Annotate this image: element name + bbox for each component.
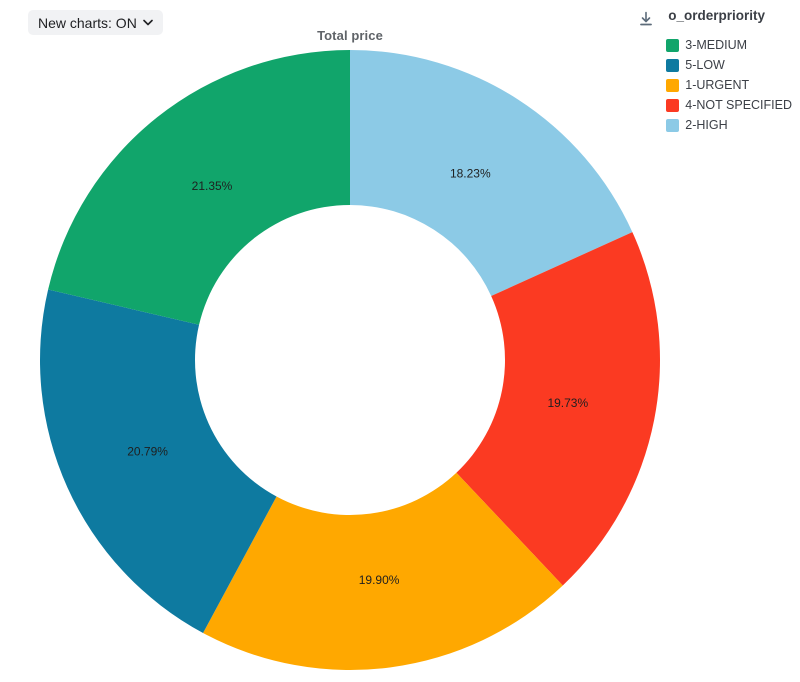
- legend-label: 3-MEDIUM: [685, 38, 748, 52]
- legend-item-4-not-specified[interactable]: 4-NOT SPECIFIED: [666, 98, 792, 112]
- legend-swatch: [666, 58, 680, 72]
- legend-swatch: [666, 98, 680, 112]
- pie-slice-3-medium[interactable]: [48, 49, 351, 325]
- legend-label: 5-LOW: [685, 58, 725, 72]
- chart-title: Total price: [317, 28, 383, 43]
- legend-item-5-low[interactable]: 5-LOW: [666, 58, 792, 72]
- legend-label: 4-NOT SPECIFIED: [685, 98, 792, 112]
- pie-slice-5-low[interactable]: [40, 289, 277, 633]
- legend: o_orderpriority 3-MEDIUM 5-LOW 1-URGENT 4-N…: [636, 8, 792, 132]
- legend-item-1-urgent[interactable]: 1-URGENT: [666, 78, 792, 92]
- legend-swatch: [666, 38, 680, 52]
- slice-percent-label: 20.79%: [127, 444, 168, 458]
- slice-percent-label: 18.23%: [450, 166, 491, 180]
- slice-percent-label: 19.90%: [359, 573, 400, 587]
- legend-items: 3-MEDIUM 5-LOW 1-URGENT 4-NOT SPECIFIED 2-HI…: [636, 38, 792, 132]
- legend-title: o_orderpriority: [668, 8, 766, 23]
- new-charts-toggle-label: New charts: ON: [38, 14, 137, 31]
- chevron-down-icon: [143, 19, 153, 26]
- slice-percent-label: 19.73%: [547, 396, 588, 410]
- new-charts-toggle[interactable]: New charts: ON: [28, 10, 163, 35]
- legend-item-2-high[interactable]: 2-HIGH: [666, 118, 792, 132]
- download-icon: [638, 11, 654, 30]
- legend-swatch: [666, 78, 680, 92]
- legend-label: 2-HIGH: [685, 118, 728, 132]
- legend-swatch: [666, 118, 680, 132]
- slice-percent-label: 21.35%: [192, 179, 233, 193]
- legend-item-3-medium[interactable]: 3-MEDIUM: [666, 38, 792, 52]
- pie-slice-2-high[interactable]: [350, 50, 633, 297]
- pie-slice-4-not-specified[interactable]: [456, 232, 660, 586]
- pie-slice-1-urgent[interactable]: [203, 472, 563, 671]
- legend-label: 1-URGENT: [685, 78, 750, 92]
- legend-header: o_orderpriority: [636, 8, 792, 32]
- download-button[interactable]: [636, 9, 656, 32]
